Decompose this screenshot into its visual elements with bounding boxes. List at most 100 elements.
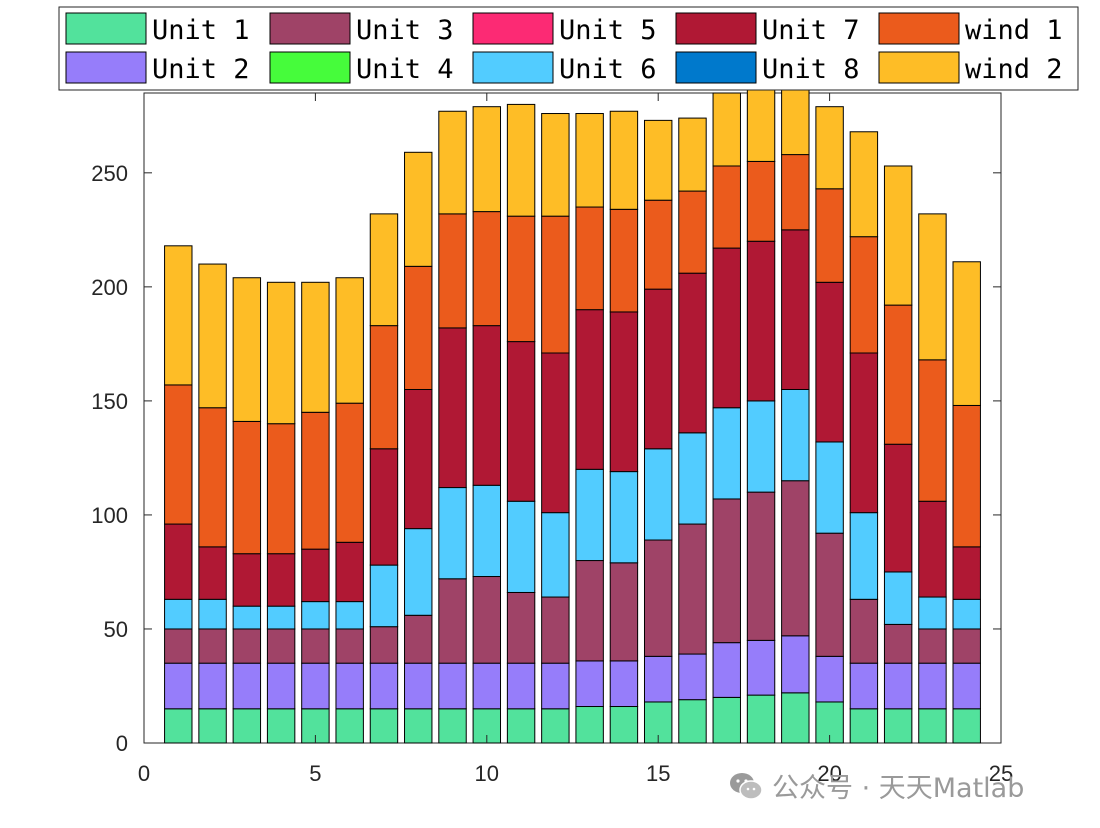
x-tick-label: 15 [646, 761, 670, 786]
bar-segment [301, 411, 330, 550]
bar-segment [335, 402, 364, 543]
bar-segment [952, 708, 981, 744]
bar-segment [712, 247, 741, 409]
bar-segment [815, 281, 844, 443]
bar-segment [678, 432, 707, 525]
bar-segment [404, 662, 433, 710]
x-tick-label: 0 [138, 761, 150, 786]
bar-segment [712, 165, 741, 249]
bar-segment [952, 662, 981, 710]
bar-segment [404, 614, 433, 664]
bar-segment [609, 110, 639, 210]
bar-segment [918, 500, 947, 598]
bar-segment [952, 598, 981, 630]
bar-segment [781, 635, 810, 694]
bar-segment [266, 281, 296, 425]
bar-segment [438, 110, 467, 215]
bar-segment [643, 199, 673, 290]
bar-segment [541, 596, 570, 664]
bar-segment [438, 578, 467, 664]
y-tick-label: 150 [91, 389, 128, 414]
bar-segment [472, 325, 502, 486]
bar-segment [781, 692, 810, 744]
bar-segment [678, 117, 707, 192]
bar-segment [198, 263, 227, 409]
bar-segment [952, 261, 981, 406]
bar-segment [678, 272, 707, 434]
bar-segment [301, 601, 330, 630]
bar-segment [918, 213, 947, 361]
bar-segment [952, 546, 981, 600]
legend-swatch [269, 12, 351, 45]
bar-segment [472, 106, 502, 213]
bar-segment [369, 325, 399, 450]
bar-segment [643, 448, 673, 541]
bar-segment [746, 240, 776, 402]
bar-segment [643, 119, 673, 201]
bar-segment [472, 662, 502, 710]
legend-label: Unit 1 [152, 15, 250, 46]
bar-segment [952, 404, 981, 548]
bar-segment [883, 443, 913, 573]
bar-segment [918, 708, 947, 744]
bar-segment [198, 546, 227, 600]
y-tick-label: 100 [91, 503, 128, 528]
watermark-text: 公众号 · 天天Matlab [772, 773, 1025, 804]
bar-segment [746, 85, 776, 162]
x-tick-label: 5 [309, 761, 321, 786]
legend-swatch [878, 51, 960, 84]
bar-segment [918, 662, 947, 710]
bar-segment [541, 113, 570, 217]
bar-segment [883, 571, 913, 625]
bar-segment [472, 211, 502, 327]
bar-segment [643, 288, 673, 450]
bar-segment [712, 498, 741, 644]
bar-segment [232, 628, 262, 664]
bar-segment [472, 576, 502, 664]
bar-segment [198, 628, 227, 664]
y-tick-label: 200 [91, 275, 128, 300]
legend-label: Unit 2 [152, 54, 250, 85]
bar-segment [781, 388, 810, 482]
bar-segment [883, 662, 913, 710]
bar-segment [301, 281, 330, 413]
bar-segment [609, 311, 639, 473]
bar-segment [575, 706, 604, 744]
bar-segment [849, 236, 879, 354]
bar-segment [883, 304, 913, 445]
bar-segment [541, 512, 570, 598]
watermark: 公众号 · 天天Matlab [728, 766, 1024, 805]
bar-segment [438, 708, 467, 744]
bar-segment [198, 708, 227, 744]
bar-segment [575, 468, 604, 562]
legend-swatch [472, 51, 554, 84]
legend-swatch [65, 12, 147, 45]
bar-segment [369, 564, 399, 628]
bar-segment [918, 359, 947, 502]
bar-segment [506, 708, 536, 744]
bar-segment [404, 265, 433, 390]
legend-swatch [675, 51, 757, 84]
bar-segment [232, 605, 262, 630]
bar-segment [815, 532, 844, 657]
bar-segment [266, 423, 296, 555]
bar-segment [301, 548, 330, 603]
bar-segment [746, 160, 776, 242]
bar-segment [609, 208, 639, 313]
bar-segment [575, 309, 604, 470]
bar-segment [712, 696, 741, 744]
bar-segment [232, 708, 262, 744]
y-tick-label: 250 [91, 161, 128, 186]
bar-segment [609, 706, 639, 744]
bar-segment [678, 653, 707, 701]
bar-segment [232, 277, 262, 422]
bar-segment [164, 523, 193, 600]
bar-segment [849, 512, 879, 600]
bar-segment [712, 642, 741, 698]
bar-segment [849, 708, 879, 744]
bar-segment [369, 662, 399, 710]
bar-segment [883, 708, 913, 744]
bar-segment [918, 596, 947, 630]
bar-segment [335, 628, 364, 664]
